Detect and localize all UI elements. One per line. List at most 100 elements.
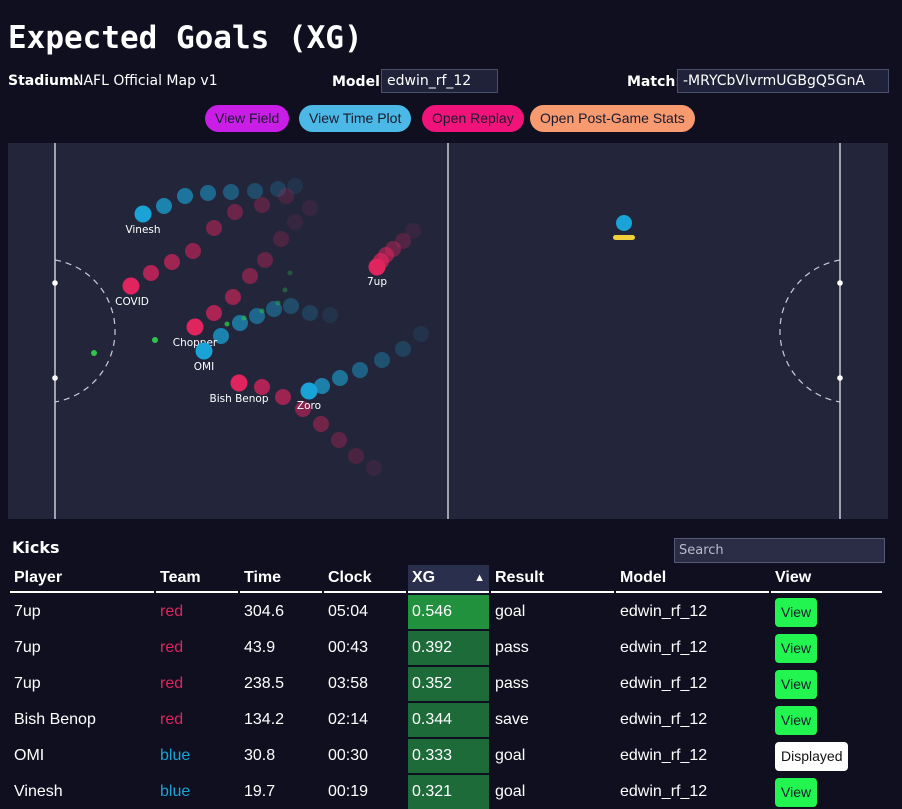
table-row: 7up red 304.6 05:04 0.546 goal edwin_rf_12 View	[10, 593, 882, 629]
view-cell: View	[771, 665, 882, 701]
model-cell: edwin_rf_12	[616, 773, 769, 809]
column-clock[interactable]: Clock	[324, 565, 406, 593]
player-label: Zoro	[297, 400, 321, 412]
xg-cell: 0.333	[408, 737, 489, 773]
model-cell: edwin_rf_12	[616, 665, 769, 701]
trail-point	[405, 223, 421, 239]
player-marker	[186, 318, 204, 336]
table-header-row: Player Team Time Clock XG ▲ Result Model …	[10, 565, 882, 593]
player-label: OMI	[194, 361, 214, 373]
view-button[interactable]: View	[775, 633, 818, 663]
displayed-button[interactable]: Displayed	[775, 741, 849, 771]
xg-cell: 0.546	[408, 593, 489, 629]
view-time-plot-button[interactable]: View Time Plot	[299, 105, 412, 132]
column-result[interactable]: Result	[491, 565, 614, 593]
trail-point	[206, 220, 222, 236]
trail-point	[313, 416, 329, 432]
table-row: Vinesh blue 19.7 00:19 0.321 goal edwin_rf_12 V…	[10, 773, 882, 809]
clock-cell: 03:58	[324, 665, 406, 701]
view-button[interactable]: View	[775, 597, 818, 627]
trail-point	[254, 379, 270, 395]
view-button[interactable]: View	[775, 705, 818, 735]
team-cell: red	[156, 701, 238, 737]
team-cell: red	[156, 593, 238, 629]
column-model[interactable]: Model	[616, 565, 769, 593]
trail-point	[273, 231, 289, 247]
player-label: COVID	[115, 296, 149, 308]
player-cell: OMI	[10, 737, 154, 773]
kicks-table: Player Team Time Clock XG ▲ Result Model …	[8, 565, 884, 809]
sort-ascending-icon: ▲	[474, 572, 485, 584]
team-cell: red	[156, 665, 238, 701]
xg-cell: 0.392	[408, 629, 489, 665]
time-cell: 43.9	[240, 629, 322, 665]
column-team[interactable]: Team	[156, 565, 238, 593]
view-button[interactable]: View	[775, 669, 818, 699]
trail-point	[287, 214, 303, 230]
view-button[interactable]: View	[775, 777, 818, 807]
trail-point	[395, 233, 411, 249]
view-field-button[interactable]: View Field	[205, 105, 290, 132]
model-cell: edwin_rf_12	[616, 593, 769, 629]
player-cell: Vinesh	[10, 773, 154, 809]
trail-point	[283, 298, 299, 314]
ball-point	[259, 308, 265, 314]
search-input[interactable]	[674, 538, 885, 563]
trail-point	[331, 432, 347, 448]
trail-point	[164, 254, 180, 270]
view-cell: View	[771, 593, 882, 629]
player-label: Bish Benop	[210, 393, 269, 405]
ball-path	[91, 270, 293, 356]
column-xg[interactable]: XG ▲	[408, 565, 489, 593]
player-marker	[230, 374, 248, 392]
player-cell: 7up	[10, 665, 154, 701]
player-marker	[195, 342, 213, 360]
trail-point	[177, 188, 193, 204]
ball-point	[287, 270, 293, 276]
trail-point	[206, 305, 222, 321]
trail-point	[348, 448, 364, 464]
model-input[interactable]	[381, 69, 498, 93]
open-replay-button[interactable]: Open Replay	[422, 105, 524, 132]
open-post-game-stats-button[interactable]: Open Post-Game Stats	[530, 105, 695, 132]
trail-point	[275, 389, 291, 405]
ball-point	[224, 321, 230, 327]
table-row: OMI blue 30.8 00:30 0.333 goal edwin_rf_12 Disp…	[10, 737, 882, 773]
trail-point	[322, 307, 338, 323]
page-title: Expected Goals (XG)	[8, 20, 363, 56]
trail-point	[156, 198, 172, 214]
trail-point	[302, 305, 318, 321]
stadium-label: Stadium:	[8, 73, 80, 89]
clock-cell: 02:14	[324, 701, 406, 737]
player-label: 7up	[367, 276, 387, 288]
player-cell: 7up	[10, 593, 154, 629]
kicker-marker	[613, 215, 635, 240]
player-marker	[368, 258, 386, 276]
match-input[interactable]	[677, 69, 889, 93]
trail-point	[247, 183, 263, 199]
time-cell: 30.8	[240, 737, 322, 773]
trail-point	[352, 362, 368, 378]
player-cell: 7up	[10, 629, 154, 665]
player-marker	[122, 277, 140, 295]
trail-point	[270, 181, 286, 197]
result-cell: goal	[491, 737, 614, 773]
column-time[interactable]: Time	[240, 565, 322, 593]
team-cell: blue	[156, 773, 238, 809]
table-row: 7up red 238.5 03:58 0.352 pass edwin_rf_12 View	[10, 665, 882, 701]
result-cell: goal	[491, 773, 614, 809]
field-lines	[52, 143, 843, 519]
column-xg-label: XG	[412, 569, 436, 586]
player-marker	[300, 382, 318, 400]
column-view[interactable]: View	[771, 565, 882, 593]
clock-cell: 00:30	[324, 737, 406, 773]
trail-point	[302, 200, 318, 216]
ball-point	[282, 287, 288, 293]
column-player[interactable]: Player	[10, 565, 154, 593]
team-cell: red	[156, 629, 238, 665]
model-cell: edwin_rf_12	[616, 629, 769, 665]
kicks-title: Kicks	[12, 538, 60, 557]
view-cell: Displayed	[771, 737, 882, 773]
trail-point	[366, 460, 382, 476]
